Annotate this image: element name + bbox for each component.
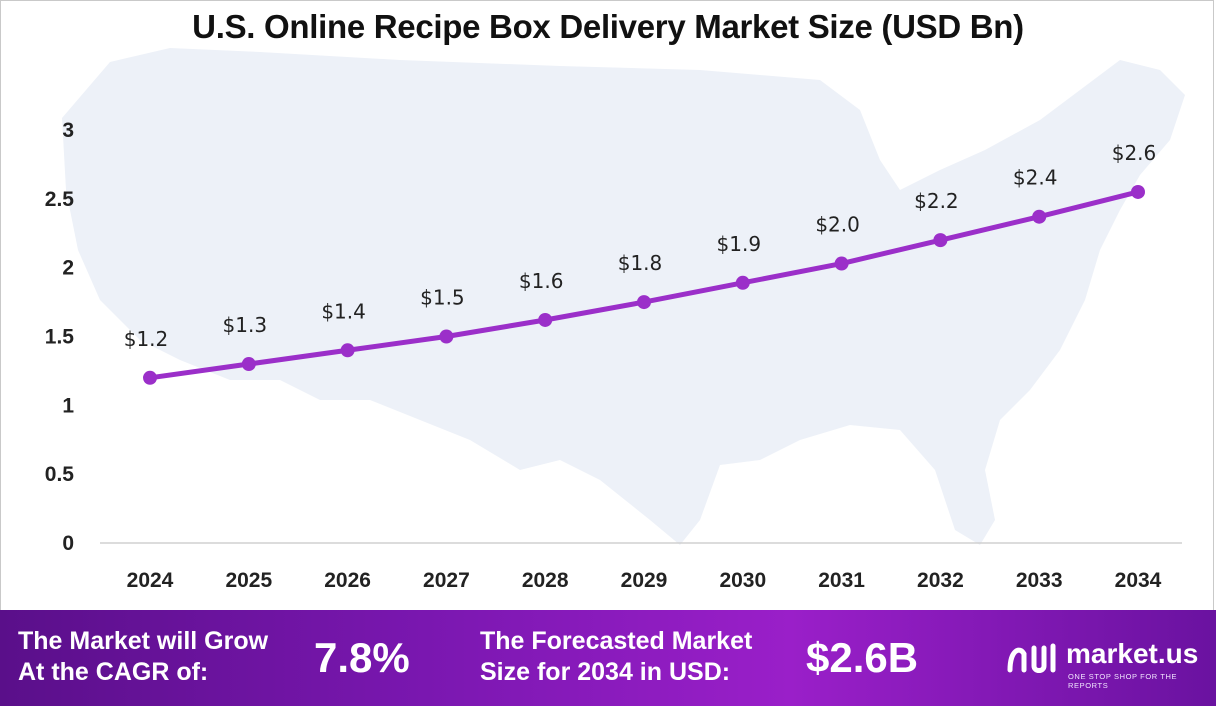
chart-area: 00.511.522.53 2024 2025 2026 2027 2028 2029 20… — [45, 48, 1185, 592]
data-point — [241, 357, 256, 372]
x-tick-label: 2031 — [818, 569, 865, 592]
x-tick-label: 2034 — [1115, 569, 1162, 592]
x-tick-label: 2026 — [324, 569, 371, 592]
data-label: $1.8 — [618, 251, 663, 275]
data-label: $2.6 — [1112, 141, 1157, 165]
brand-name: market.us — [1066, 638, 1199, 669]
x-tick-label: 2029 — [621, 569, 668, 592]
x-tick-label: 2030 — [719, 569, 766, 592]
data-labels: $1.2 $1.3 $1.4 $1.5 $1.6 $1.8 $1.9 $2.0 $2.2 $2.4… — [124, 141, 1157, 351]
usa-map-background — [62, 48, 1185, 545]
cagr-label-line1: The Market will Grow — [18, 627, 269, 655]
data-label: $1.9 — [717, 232, 762, 256]
data-point — [637, 295, 651, 310]
forecast-label: The Forecasted Market Size for 2034 in U… — [480, 626, 752, 688]
cagr-value: 7.8% — [314, 634, 410, 681]
x-tick-label: 2032 — [917, 569, 964, 592]
data-point — [735, 275, 750, 290]
market-us-logo-icon — [1007, 643, 1056, 673]
data-point — [439, 329, 454, 344]
y-tick-label: 3 — [62, 119, 74, 142]
y-axis-ticks: 0 0.5 1 1.5 2 2.5 3 — [45, 119, 75, 555]
footer-banner: The Market will Grow At the CAGR of: 7.8… — [0, 610, 1216, 706]
data-point — [1131, 184, 1145, 199]
data-label: $1.5 — [420, 286, 465, 310]
cagr-label-line2: At the CAGR of: — [18, 658, 209, 686]
y-tick-label: 1.5 — [45, 326, 75, 349]
x-tick-label: 2028 — [522, 569, 569, 592]
data-point — [933, 233, 948, 248]
y-tick-label: 1 — [62, 394, 74, 417]
forecast-label-line1: The Forecasted Market — [480, 627, 753, 655]
x-tick-label: 2027 — [423, 569, 470, 592]
x-tick-label: 2024 — [127, 569, 174, 592]
x-tick-label: 2025 — [225, 569, 272, 592]
data-point — [340, 343, 355, 358]
data-label: $1.3 — [223, 313, 268, 337]
data-point — [1032, 209, 1047, 224]
y-tick-label: 2 — [62, 257, 74, 280]
forecast-label-line2: Size for 2034 in USD: — [480, 658, 731, 686]
forecast-value: $2.6B — [806, 634, 919, 681]
y-tick-label: 0.5 — [45, 463, 75, 486]
y-tick-label: 0 — [62, 532, 74, 555]
chart-title: U.S. Online Recipe Box Delivery Market S… — [192, 8, 1024, 45]
data-label: $2.4 — [1013, 166, 1058, 190]
x-tick-label: 2033 — [1016, 569, 1063, 592]
data-points — [143, 184, 1145, 385]
x-axis-ticks: 2024 2025 2026 2027 2028 2029 2030 2031 2032 2033… — [127, 569, 1162, 592]
brand-tagline: ONE STOP SHOP FOR THE REPORTS — [1068, 672, 1178, 690]
data-point — [143, 370, 157, 385]
y-tick-label: 2.5 — [45, 188, 75, 211]
data-label: $2.2 — [914, 189, 959, 213]
data-label: $2.0 — [815, 213, 860, 237]
data-point — [834, 256, 849, 271]
data-label: $1.6 — [519, 269, 564, 293]
data-label: $1.2 — [124, 327, 169, 351]
cagr-label: The Market will Grow At the CAGR of: — [18, 626, 268, 688]
data-point — [538, 312, 553, 327]
data-label: $1.4 — [321, 299, 366, 323]
